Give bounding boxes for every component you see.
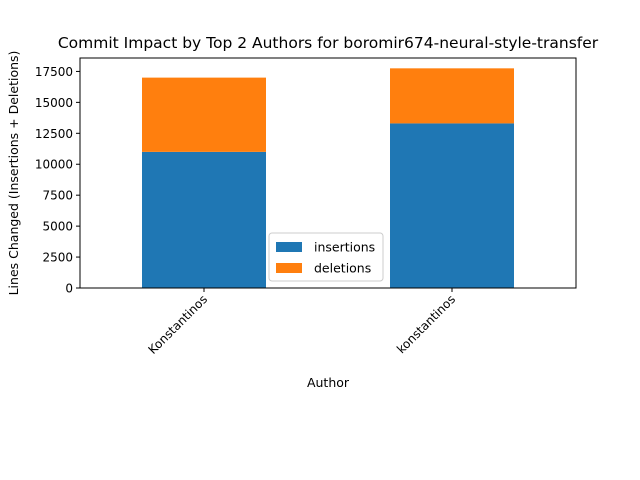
y-tick-label: 12500 [35,127,73,141]
y-tick-label: 5000 [42,220,73,234]
legend-label-insertions: insertions [314,240,375,255]
y-axis-label: Lines Changed (Insertions + Deletions) [6,51,21,296]
y-tick-label: 2500 [42,251,73,265]
legend-swatch-insertions [276,242,302,252]
bar-insertions-2 [390,123,514,288]
x-tick-label: Konstantinos [146,292,211,357]
chart-title: Commit Impact by Top 2 Authors for borom… [58,34,599,52]
legend: insertions deletions [268,232,384,282]
x-axis: Konstantinos konstantinos [146,288,458,357]
x-axis-label: Author [307,375,350,390]
y-tick-label: 15000 [35,96,73,110]
y-tick-label: 7500 [42,189,73,203]
bars-layer [142,68,514,288]
plot-frame [79,57,577,289]
bar-deletions-1 [142,77,266,152]
y-axis: 0 2500 5000 7500 10000 12500 15000 17500 [35,65,80,296]
bar-deletions-2 [390,68,514,124]
y-tick-label: 0 [65,282,73,296]
bar-insertions-1 [142,151,266,288]
y-tick-label: 17500 [35,65,73,79]
x-tick-label: konstantinos [394,292,458,356]
legend-swatch-deletions [276,263,302,273]
y-tick-label: 10000 [35,158,73,172]
legend-label-deletions: deletions [314,261,371,276]
